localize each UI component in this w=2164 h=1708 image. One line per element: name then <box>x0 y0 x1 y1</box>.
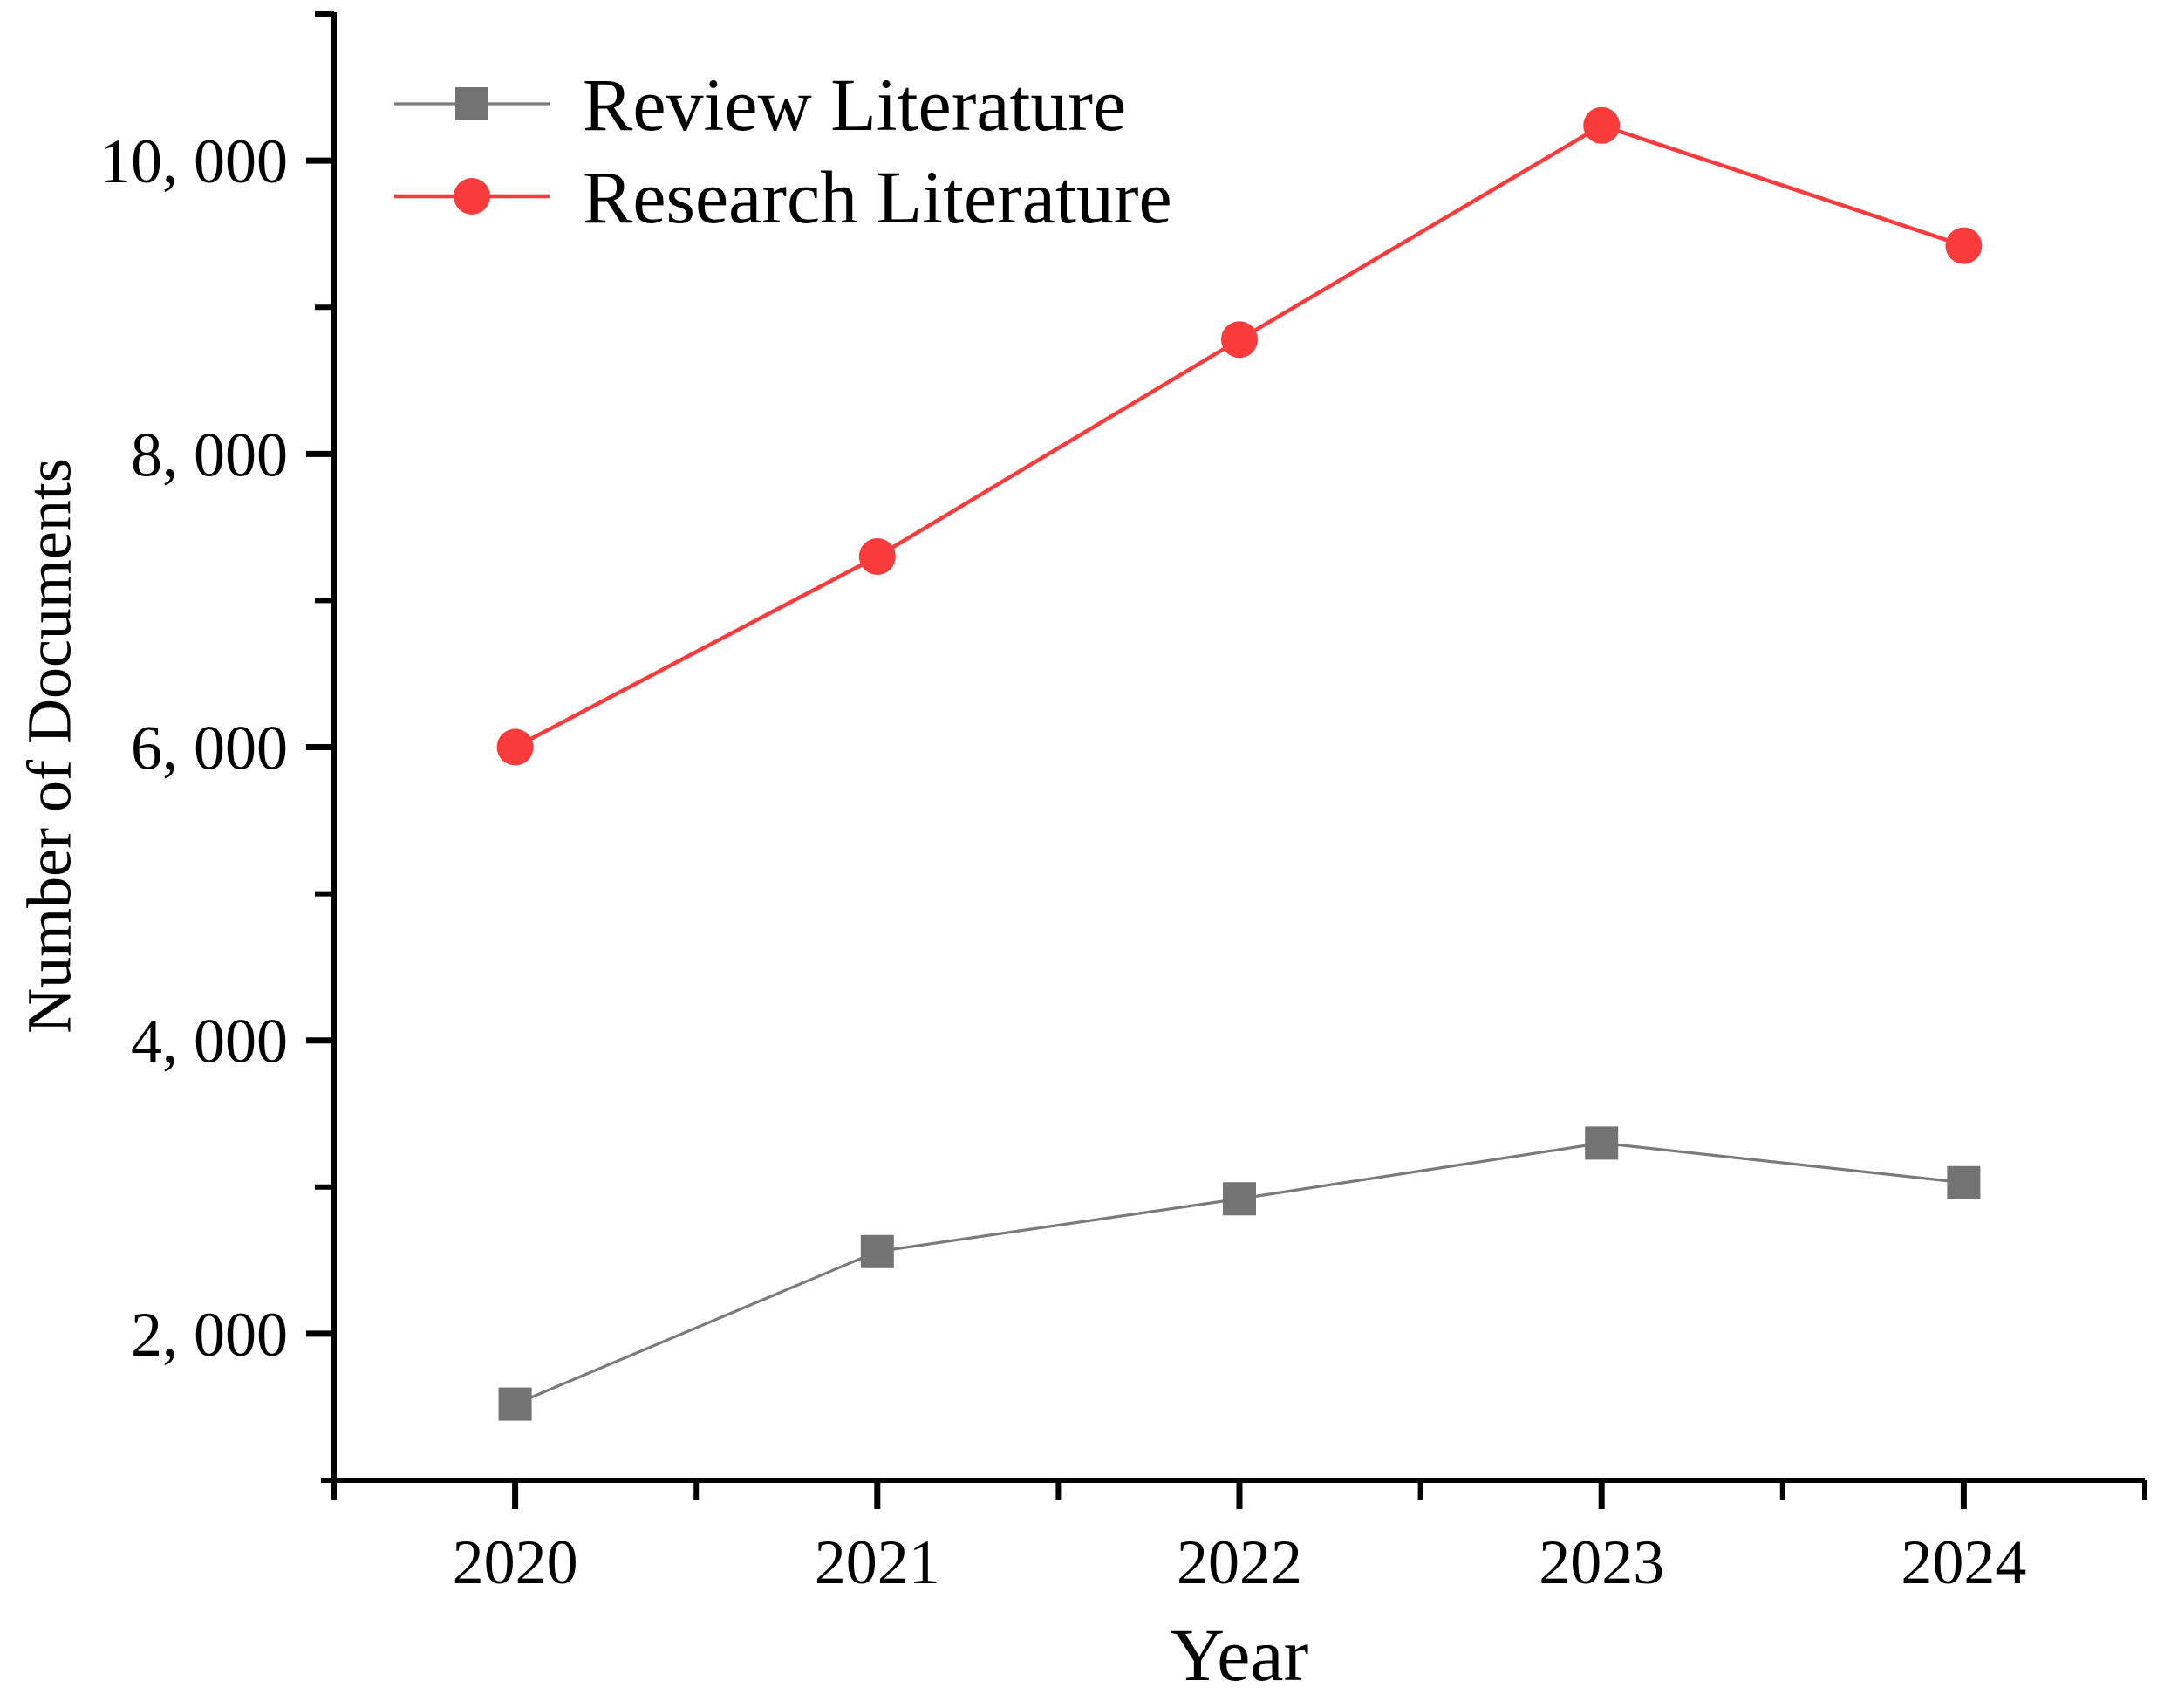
data-point-review-literature-2020 <box>498 1387 532 1421</box>
y-tick-label: 4, 000 <box>131 1007 288 1076</box>
data-point-review-literature-2022 <box>1223 1182 1256 1216</box>
x-tick-label: 2023 <box>1539 1527 1664 1597</box>
legend-label-research-literature: Research Literature <box>583 155 1172 239</box>
x-tick-label: 2020 <box>453 1527 578 1597</box>
data-point-research-literature-2021 <box>858 537 896 575</box>
legend-marker-research-literature <box>454 178 490 215</box>
data-point-research-literature-2023 <box>1583 106 1621 144</box>
data-point-research-literature-2022 <box>1221 321 1258 359</box>
y-tick-label: 2, 000 <box>131 1300 288 1370</box>
x-tick-label: 2021 <box>815 1527 940 1597</box>
x-axis-title: Year <box>1170 1613 1309 1697</box>
data-point-review-literature-2024 <box>1947 1165 1981 1199</box>
y-axis-title: Number of Documents <box>14 458 85 1034</box>
y-tick-label: 6, 000 <box>131 714 288 783</box>
legend-label-review-literature: Review Literature <box>583 63 1126 147</box>
y-tick-label: 8, 000 <box>131 420 288 489</box>
x-tick-label: 2024 <box>1901 1527 2026 1597</box>
data-point-review-literature-2021 <box>860 1234 894 1268</box>
y-tick-label: 10, 000 <box>99 126 288 196</box>
data-point-research-literature-2024 <box>1945 227 1983 264</box>
data-point-research-literature-2020 <box>496 728 534 766</box>
x-tick-label: 2022 <box>1177 1527 1302 1597</box>
data-point-review-literature-2023 <box>1585 1126 1619 1160</box>
legend-marker-review-literature <box>455 87 488 120</box>
